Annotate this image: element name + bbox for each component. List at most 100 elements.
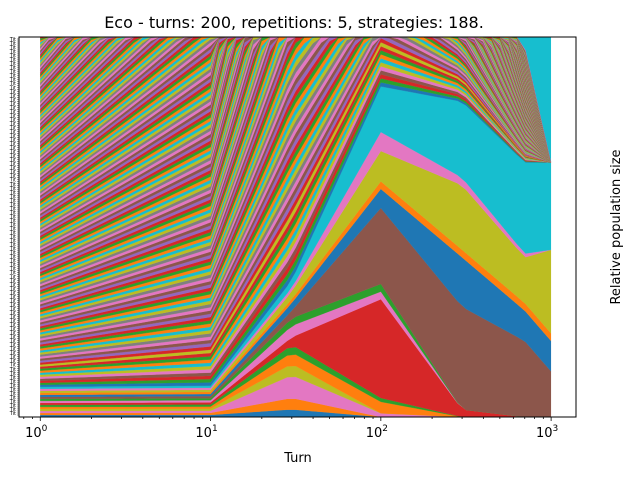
y-tick-label: Tit — [9, 150, 16, 156]
y-tick-label: Tit — [9, 383, 16, 389]
y-tick-label: Tit — [9, 45, 16, 51]
y-tick-label: Tit — [9, 302, 16, 308]
y-tick-label: Tit — [9, 57, 16, 63]
y-tick-label: Tit — [9, 186, 16, 192]
stacked-areas — [40, 37, 576, 417]
y-tick-label: Tit — [9, 310, 16, 316]
y-tick-label: Tit — [9, 355, 16, 361]
y-tick-label: Tit — [9, 138, 16, 144]
y-tick-label: Tit — [9, 129, 16, 135]
y-tick-label: Tit — [9, 109, 16, 115]
y-tick-label: Tit — [9, 41, 16, 47]
y-tick-label: Tit — [9, 331, 16, 337]
y-tick-label: Tit — [9, 411, 16, 417]
y-tick-label: Tit — [9, 69, 16, 75]
y-tick-label: Tit — [9, 335, 16, 341]
y-tick-label: Tit — [9, 266, 16, 272]
y-tick-label: Tit — [9, 242, 16, 248]
y-tick-label: Tit — [9, 125, 16, 131]
y-tick-label: Tit — [9, 73, 16, 79]
y-tick-label: Tit — [9, 61, 16, 67]
y-tick-label: Tit — [9, 318, 16, 324]
y-tick-label: Tit — [9, 154, 16, 160]
y-tick-label: Tit — [9, 166, 16, 172]
y-tick-label: Tit — [9, 206, 16, 212]
y-tick-label: Tit — [9, 339, 16, 345]
y-tick-label: Tit — [9, 202, 16, 208]
unplotted-region — [551, 37, 576, 417]
y-tick-label: Tit — [9, 49, 16, 55]
y-tick-label: Tit — [9, 162, 16, 168]
y-tick-label: Tit — [9, 65, 16, 71]
y-tick-label: Tit — [9, 343, 16, 349]
y-tick-label: Tit — [9, 93, 16, 99]
y-axis-label: Relative population size — [609, 149, 624, 304]
x-tick-label: 101 — [195, 424, 217, 441]
y-tick-label: Tit — [9, 37, 16, 43]
y-tick-label: Tit — [9, 298, 16, 304]
y-tick-label: Tit — [9, 290, 16, 296]
y-tick-label: Tit — [9, 258, 16, 264]
x-axis-label: Turn — [283, 451, 312, 466]
y-tick-label: Tit — [9, 387, 16, 393]
y-tick-label: Tit — [9, 379, 16, 385]
y-tick-label: Tit — [9, 101, 16, 107]
y-tick-label: Tit — [9, 323, 16, 329]
y-tick-label: Tit — [9, 53, 16, 59]
y-tick-label: Tit — [9, 294, 16, 300]
y-tick-label: Tit — [9, 198, 16, 204]
y-tick-label: Tit — [9, 142, 16, 148]
y-tick-label: Tit — [9, 158, 16, 164]
y-tick-label: Tit — [9, 371, 16, 377]
y-tick-label: Tit — [9, 250, 16, 256]
y-tick-label: Tit — [9, 97, 16, 103]
y-tick-label: Tit — [9, 182, 16, 188]
y-tick-label: Tit — [9, 81, 16, 87]
y-tick-label: Tit — [9, 407, 16, 413]
x-tick-label: 100 — [25, 424, 48, 441]
x-tick-label: 102 — [366, 424, 388, 441]
y-tick-label: Tit — [9, 254, 16, 260]
y-tick-label: Tit — [9, 327, 16, 333]
y-tick-label: Tit — [9, 395, 16, 401]
x-tick-label: 103 — [536, 424, 558, 441]
y-tick-label: Tit — [9, 347, 16, 353]
y-tick-label: Tit — [9, 89, 16, 95]
y-tick-label: Tit — [9, 391, 16, 397]
y-tick-label: Tit — [9, 278, 16, 284]
y-tick-label: Tit — [9, 286, 16, 292]
y-tick-label: Tit — [9, 314, 16, 320]
y-tick-label: Tit — [9, 367, 16, 373]
y-tick-label: Tit — [9, 174, 16, 180]
y-tick-label: Tit — [9, 270, 16, 276]
y-tick-label: Tit — [9, 113, 16, 119]
y-tick-label: Tit — [9, 306, 16, 312]
y-tick-label: Tit — [9, 105, 16, 111]
y-tick-label: Tit — [9, 194, 16, 200]
y-tick-label: Tit — [9, 238, 16, 244]
y-tick-label: Tit — [9, 363, 16, 369]
y-tick-label: Tit — [9, 117, 16, 123]
y-tick-label: Tit — [9, 226, 16, 232]
y-tick-label: Tit — [9, 274, 16, 280]
plot-frame — [18, 36, 577, 418]
y-tick-label: Tit — [9, 170, 16, 176]
y-tick-label: Tit — [9, 375, 16, 381]
y-tick-label: Tit — [9, 399, 16, 405]
y-tick-label: Tit — [9, 178, 16, 184]
y-tick-label: Tit — [9, 359, 16, 365]
y-tick-label: Tit — [9, 222, 16, 228]
y-tick-label: Tit — [9, 210, 16, 216]
x-axis: 100 101 102 103 — [23, 417, 558, 441]
y-tick-label: Tit — [9, 351, 16, 357]
y-tick-label: Tit — [9, 214, 16, 220]
y-tick-label: Tit — [9, 403, 16, 409]
y-tick-label: Tit — [9, 282, 16, 288]
y-tick-labels: TitTitTitTitTitTitTitTitTitTitTitTitTitT… — [9, 37, 19, 417]
y-tick-label: Tit — [9, 218, 16, 224]
y-tick-label: Tit — [9, 246, 16, 252]
y-tick-label: Tit — [9, 262, 16, 268]
y-tick-label: Tit — [9, 230, 16, 236]
y-tick-label: Tit — [9, 190, 16, 196]
